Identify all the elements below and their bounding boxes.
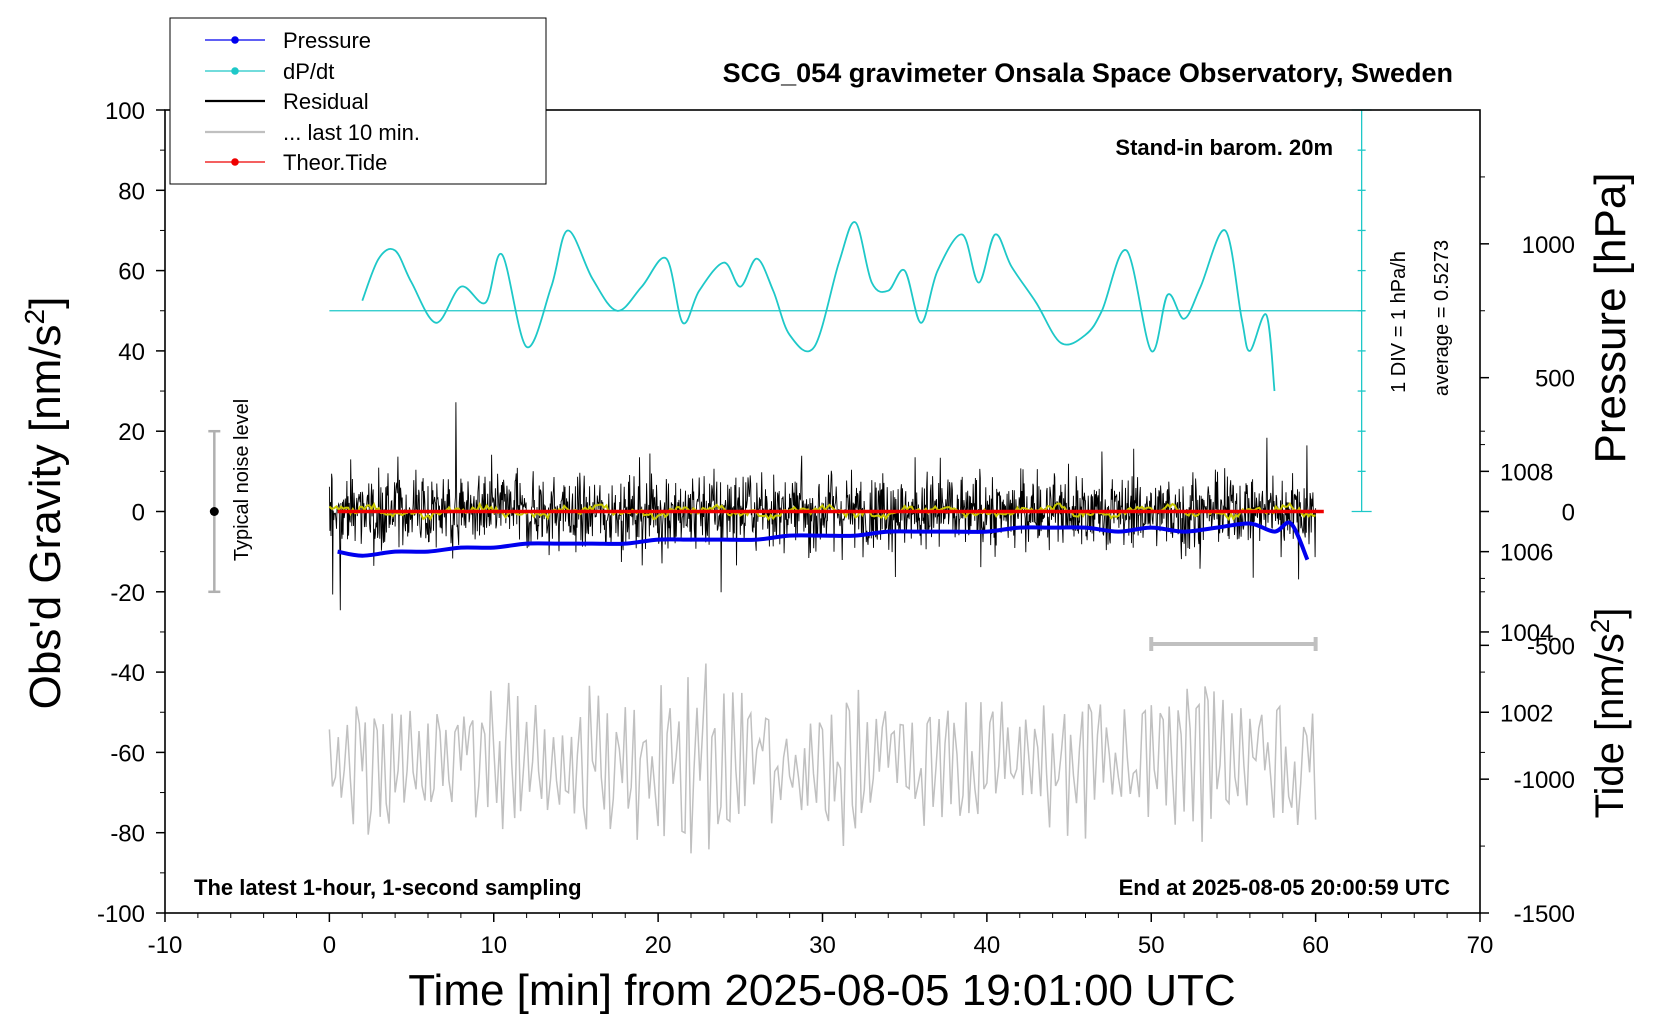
legend-pressure: Pressure: [283, 28, 371, 53]
legend-residual: Residual: [283, 89, 369, 114]
noise-level-label: Typical noise level: [231, 399, 253, 561]
pressure-tick-label: 1006: [1500, 540, 1553, 567]
tide-tick-label: -1000: [1514, 767, 1575, 794]
tide-tick-label: -500: [1527, 633, 1575, 660]
legend-last10: ... last 10 min.: [283, 120, 420, 145]
legend-dpdt-marker: [231, 67, 239, 75]
chart-title: SCG_054 gravimeter Onsala Space Observat…: [723, 58, 1453, 88]
y-tick-label: 80: [118, 178, 145, 205]
tide-tick-label: 0: [1562, 500, 1575, 527]
y-tick-label: 60: [118, 259, 145, 286]
pressure-axis-label: Pressure [hPa]: [1586, 172, 1635, 463]
dpdt-average-label: average = 0.5273: [1431, 240, 1453, 396]
x-tick-label: 60: [1302, 932, 1329, 959]
y-tick-label: -40: [110, 660, 145, 687]
y-tick-label: 40: [118, 339, 145, 366]
noise-level-center-dot: [209, 507, 219, 516]
last10-trace: [328, 663, 1317, 854]
barometer-note: Stand-in barom. 20m: [1115, 135, 1333, 160]
y-tick-label: 20: [118, 419, 145, 446]
dpdt-trace: [361, 221, 1276, 392]
legend-tide: Theor.Tide: [283, 150, 387, 175]
tide-tick-label: 1000: [1522, 232, 1575, 259]
x-tick-label: 20: [645, 932, 672, 959]
y-tick-label: -60: [110, 740, 145, 767]
pressure-trace: [337, 520, 1310, 561]
dpdt-scale-label: 1 DIV = 1 hPa/h: [1388, 251, 1410, 393]
legend: Pressure dP/dt Residual ... last 10 min.…: [169, 17, 547, 185]
x-tick-label: 40: [974, 932, 1001, 959]
y-tick-label: -80: [110, 821, 145, 848]
pressure-tick-label: 1002: [1500, 700, 1553, 727]
legend-pressure-marker: [231, 36, 239, 44]
end-time-note: End at 2025-08-05 20:00:59 UTC: [1119, 875, 1450, 900]
latest-note: The latest 1-hour, 1-second sampling: [194, 875, 582, 900]
x-axis-label: Time [min] from 2025-08-05 19:01:00 UTC: [408, 966, 1235, 1015]
y-tick-label: 100: [105, 98, 145, 125]
tide-axis-label: Tide [nm/s2]: [1585, 608, 1632, 819]
y-tick-label: 0: [132, 500, 145, 527]
x-tick-label: 30: [809, 932, 836, 959]
x-tick-label: -10: [148, 932, 183, 959]
y-tick-label: -20: [110, 580, 145, 607]
x-tick-label: 50: [1138, 932, 1165, 959]
x-tick-label: 0: [323, 932, 336, 959]
y-tick-label: -100: [97, 901, 145, 928]
y-axis-label-left: Obs'd Gravity [nm/s2]: [19, 297, 70, 710]
x-tick-label: 10: [480, 932, 507, 959]
pressure-tick-label: 1008: [1500, 459, 1553, 486]
legend-tide-marker: [231, 158, 239, 166]
pressure-tick-label: 1004: [1500, 620, 1553, 647]
tide-tick-label: -1500: [1514, 901, 1575, 928]
legend-dpdt: dP/dt: [283, 59, 334, 84]
tide-tick-label: 500: [1535, 366, 1575, 393]
x-tick-label: 70: [1467, 932, 1494, 959]
